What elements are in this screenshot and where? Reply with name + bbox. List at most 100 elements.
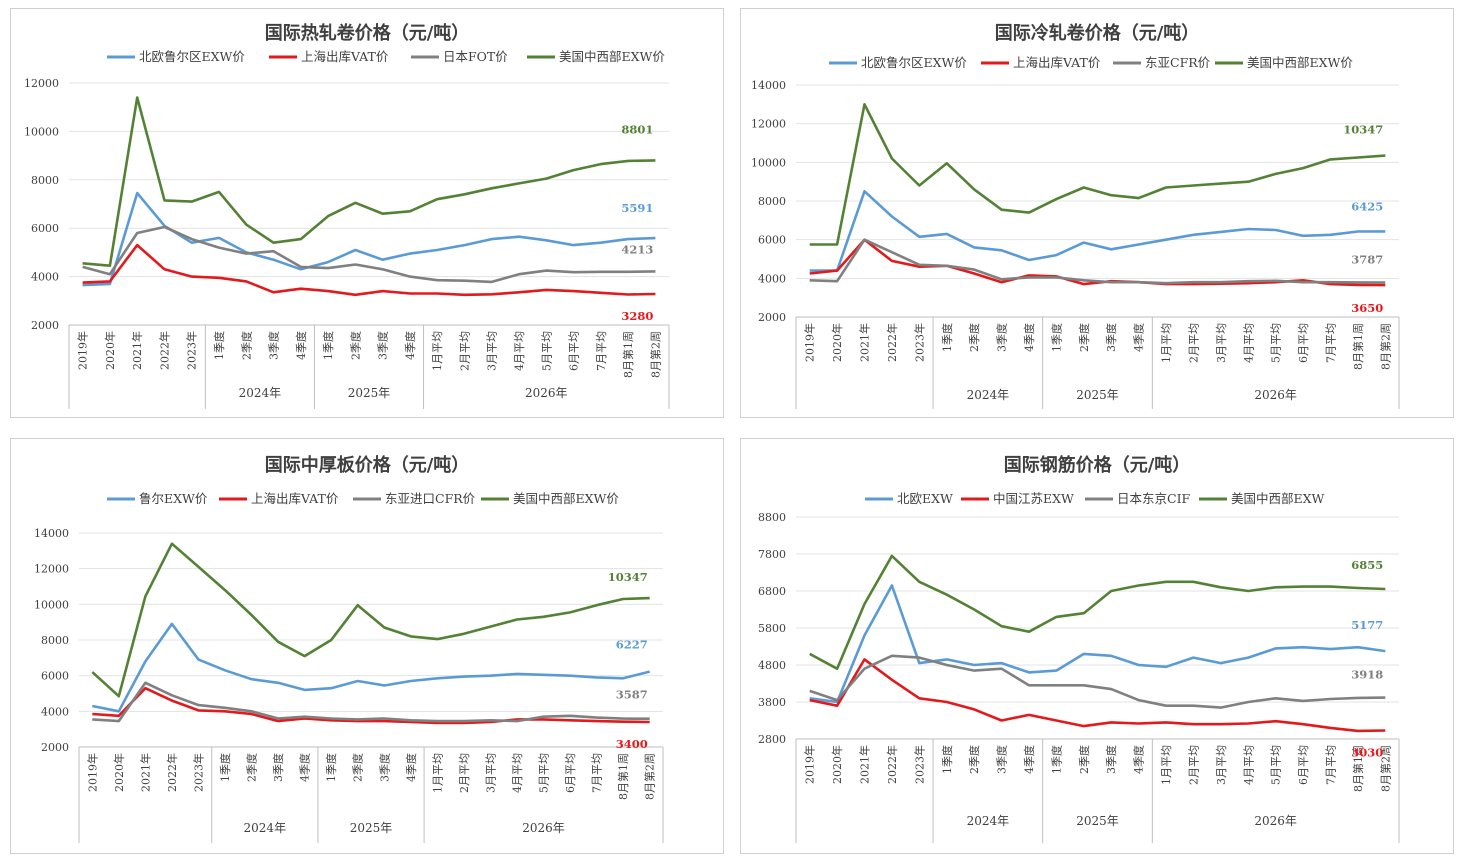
x-group-label: 2026年 bbox=[525, 386, 568, 400]
x-category-label: 4季度 bbox=[1022, 745, 1036, 774]
data-label-1: 6227 bbox=[616, 638, 648, 652]
y-tick-label: 10000 bbox=[751, 156, 786, 169]
legend-label-2: 上海出库VAT价 bbox=[301, 49, 389, 64]
y-tick-label: 6000 bbox=[31, 222, 59, 235]
x-category-label: 4月平均 bbox=[511, 753, 524, 793]
series-line-1 bbox=[809, 190, 1386, 272]
x-category-label: 8月第2周 bbox=[1378, 745, 1392, 792]
x-category-label: 1季度 bbox=[218, 753, 232, 782]
chart-panel-cold-rolled: 国际冷轧卷价格（元/吨） 北欧鲁尔区EXW价 上海出库VAT价 东亚CFR价 美国中西部… bbox=[740, 8, 1454, 418]
y-tick-label: 7800 bbox=[758, 548, 786, 561]
chart-svg: 国际钢筋价格（元/吨） 北欧EXW 中国江苏EXW 日本东京CIF 美国中西部EXW 88… bbox=[758, 454, 1400, 843]
y-tick-label: 8000 bbox=[31, 174, 59, 187]
x-category-label: 4月平均 bbox=[1242, 745, 1255, 785]
x-category-label: 4季度 bbox=[1022, 323, 1036, 352]
chart-svg: 国际热轧卷价格（元/吨） 北欧鲁尔区EXW价 上海出库VAT价 日本FOT价 美国中西部… bbox=[24, 22, 670, 409]
x-category-label: 1季度 bbox=[1049, 745, 1063, 774]
x-category-label: 8月第1周 bbox=[621, 331, 635, 378]
x-category-label: 1季度 bbox=[940, 323, 954, 352]
y-tick-label: 14000 bbox=[34, 527, 69, 540]
x-category-label: 2022年 bbox=[885, 745, 899, 784]
y-tick-label: 2000 bbox=[31, 319, 59, 332]
x-category-label: 2020年 bbox=[830, 745, 844, 784]
x-category-label: 2月平均 bbox=[458, 331, 471, 371]
x-category-label: 2021年 bbox=[138, 753, 152, 792]
series-line-4 bbox=[82, 96, 656, 268]
x-category-label: 8月第2周 bbox=[1378, 323, 1392, 370]
chart-panel-medium-plate: 国际中厚板价格（元/吨） 鲁尔EXW价 上海出库VAT价 东亚进口CFR价 美国中西部E… bbox=[10, 438, 724, 854]
x-category-label: 2020年 bbox=[112, 753, 126, 792]
x-category-label: 6月平均 bbox=[568, 331, 581, 371]
y-tick-label: 2800 bbox=[758, 733, 786, 746]
x-category-label: 8月第1周 bbox=[1351, 323, 1365, 370]
x-category-label: 2019年 bbox=[803, 745, 817, 784]
x-category-label: 8月第2周 bbox=[643, 753, 657, 800]
y-tick-label: 8000 bbox=[41, 634, 69, 647]
data-label-4: 10347 bbox=[608, 570, 648, 584]
x-category-label: 4季度 bbox=[294, 331, 308, 360]
x-category-label: 5月平均 bbox=[1270, 323, 1283, 363]
series-line-3 bbox=[82, 225, 656, 284]
data-label-2: 3030 bbox=[1351, 745, 1383, 759]
legend-label-4: 美国中西部EXW价 bbox=[559, 49, 665, 64]
legend-label-2: 上海出库VAT价 bbox=[251, 491, 339, 506]
x-category-label: 8月第1周 bbox=[616, 753, 630, 800]
x-category-label: 1月平均 bbox=[431, 331, 444, 371]
x-category-label: 4季度 bbox=[404, 753, 418, 782]
x-category-label: 7月平均 bbox=[1324, 745, 1337, 785]
data-label-1: 5591 bbox=[621, 201, 653, 215]
y-tick-label: 10000 bbox=[34, 598, 69, 611]
x-category-label: 4季度 bbox=[298, 753, 312, 782]
x-category-label: 2季度 bbox=[967, 745, 981, 774]
y-tick-label: 12000 bbox=[24, 77, 59, 90]
data-label-3: 3587 bbox=[616, 688, 648, 702]
x-category-label: 2022年 bbox=[885, 323, 899, 362]
chart-title: 国际中厚板价格（元/吨） bbox=[265, 454, 470, 476]
y-tick-label: 12000 bbox=[751, 118, 786, 131]
chart-title: 国际热轧卷价格（元/吨） bbox=[265, 22, 470, 44]
x-category-label: 6月平均 bbox=[1297, 745, 1310, 785]
y-tick-label: 5800 bbox=[758, 622, 786, 635]
x-category-label: 2季度 bbox=[1077, 323, 1091, 352]
legend-label-4: 美国中西部EXW bbox=[1231, 491, 1325, 506]
x-category-label: 2022年 bbox=[157, 331, 171, 370]
legend-label-1: 鲁尔EXW价 bbox=[139, 491, 208, 506]
x-category-label: 2020年 bbox=[830, 323, 844, 362]
x-category-label: 8月第1周 bbox=[1351, 745, 1365, 792]
y-tick-label: 14000 bbox=[751, 79, 786, 92]
x-category-label: 4季度 bbox=[1132, 323, 1146, 352]
x-group-label: 2024年 bbox=[239, 386, 282, 400]
data-label-1: 6425 bbox=[1351, 199, 1383, 213]
x-category-label: 2季度 bbox=[1077, 745, 1091, 774]
x-group-label: 2024年 bbox=[967, 388, 1010, 402]
series-line-4 bbox=[809, 554, 1386, 670]
x-category-label: 7月平均 bbox=[591, 753, 604, 793]
x-category-label: 1季度 bbox=[1049, 323, 1063, 352]
y-tick-label: 6000 bbox=[41, 670, 69, 683]
x-category-label: 2季度 bbox=[245, 753, 259, 782]
y-tick-label: 2000 bbox=[758, 311, 786, 324]
x-category-label: 3季度 bbox=[267, 331, 281, 360]
x-category-label: 2季度 bbox=[348, 331, 362, 360]
x-category-label: 3季度 bbox=[376, 331, 390, 360]
data-label-2: 3400 bbox=[616, 737, 648, 751]
x-category-label: 7月平均 bbox=[595, 331, 608, 371]
y-tick-label: 2000 bbox=[41, 741, 69, 754]
x-category-label: 1季度 bbox=[321, 331, 335, 360]
series-line-3 bbox=[809, 654, 1386, 709]
x-category-label: 2021年 bbox=[858, 745, 872, 784]
y-tick-label: 12000 bbox=[34, 563, 69, 576]
y-tick-label: 4800 bbox=[758, 659, 786, 672]
x-category-label: 2季度 bbox=[351, 753, 365, 782]
x-category-label: 3月平均 bbox=[1215, 745, 1228, 785]
chart-panel-rebar: 国际钢筋价格（元/吨） 北欧EXW 中国江苏EXW 日本东京CIF 美国中西部EXW 88… bbox=[740, 438, 1454, 854]
legend-label-4: 美国中西部EXW价 bbox=[1247, 55, 1353, 70]
x-category-label: 3季度 bbox=[271, 753, 285, 782]
series-line-2 bbox=[92, 686, 650, 725]
x-category-label: 3月平均 bbox=[484, 753, 497, 793]
data-label-4: 8801 bbox=[621, 122, 653, 136]
data-label-3: 3787 bbox=[1351, 252, 1383, 266]
y-tick-label: 4000 bbox=[758, 272, 786, 285]
chart-title: 国际冷轧卷价格（元/吨） bbox=[995, 22, 1200, 44]
x-category-label: 4季度 bbox=[1132, 745, 1146, 774]
